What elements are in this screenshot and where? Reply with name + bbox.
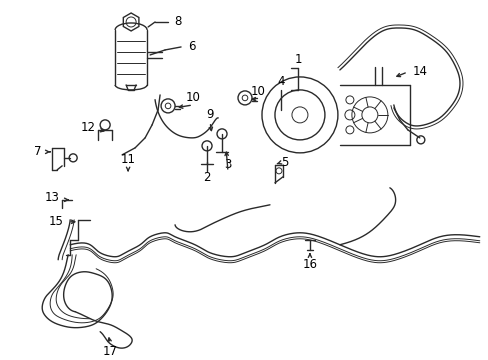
Text: 4: 4 bbox=[277, 76, 284, 89]
Text: 14: 14 bbox=[411, 66, 427, 78]
Text: 3: 3 bbox=[224, 158, 231, 171]
Text: 12: 12 bbox=[81, 121, 96, 134]
Text: 1: 1 bbox=[294, 53, 301, 67]
Text: 10: 10 bbox=[250, 85, 265, 98]
Text: 2: 2 bbox=[203, 171, 210, 184]
Text: 8: 8 bbox=[174, 15, 182, 28]
Text: 9: 9 bbox=[206, 108, 213, 121]
Text: 7: 7 bbox=[34, 145, 42, 158]
Text: 11: 11 bbox=[121, 153, 135, 166]
Text: 15: 15 bbox=[49, 215, 63, 228]
Text: 5: 5 bbox=[281, 156, 288, 169]
Text: 16: 16 bbox=[302, 258, 317, 271]
Text: 17: 17 bbox=[102, 345, 118, 358]
Text: 6: 6 bbox=[188, 40, 195, 53]
Text: 13: 13 bbox=[45, 191, 60, 204]
Text: 10: 10 bbox=[185, 91, 200, 104]
